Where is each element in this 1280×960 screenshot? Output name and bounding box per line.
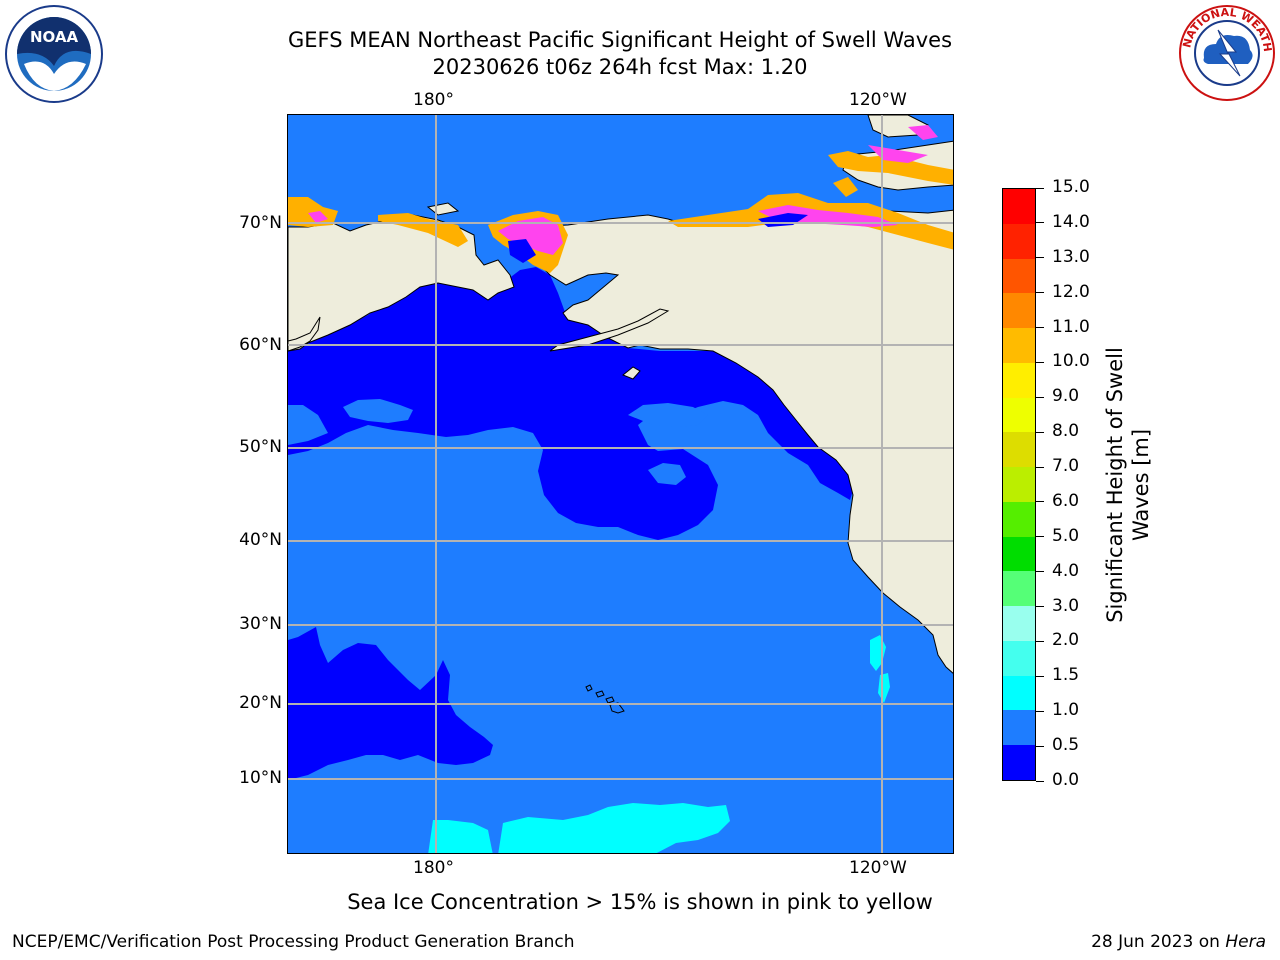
colorbar-tick-label: 7.0 [1052,456,1080,477]
run-date-text: 28 Jun 2023 on [1091,932,1220,952]
colorbar-tick-mark [1036,257,1044,259]
colorbar-tick-label: 0.0 [1052,770,1080,790]
map-svg [288,115,953,853]
lat-label-60n: 60°N [239,335,282,355]
colorbar-segment [1003,397,1035,433]
colorbar-tick-label: 14.0 [1052,211,1090,232]
colorbar-tick-label: 5.0 [1052,525,1080,546]
colorbar-tick-label: 13.0 [1052,246,1090,267]
lat-label-20n: 20°N [239,693,282,713]
lat-label-50n: 50°N [239,437,282,457]
run-host: Hera [1225,932,1266,952]
colorbar-segment [1003,223,1035,259]
lat-label-40n: 40°N [239,530,282,550]
colorbar-segment [1003,571,1035,607]
run-date: 28 Jun 2023 on Hera [1091,932,1266,952]
colorbar-tick-mark [1036,571,1044,573]
colorbar-tick-mark [1036,606,1044,608]
colorbar-label-line1: Significant Height of Swell [1103,347,1127,623]
sea-ice-note: Sea Ice Concentration > 15% is shown in … [347,890,933,914]
colorbar-tick-label: 11.0 [1052,316,1090,337]
colorbar-segment [1003,188,1035,224]
sea-ice-pink [498,217,563,255]
colorbar-segment [1003,258,1035,294]
colorbar-segment [1003,675,1035,711]
colorbar-segment [1003,606,1035,641]
colorbar-segment [1003,328,1035,363]
credit-text: NCEP/EMC/Verification Post Processing Pr… [12,932,575,952]
colorbar-tick-mark [1036,222,1044,224]
colorbar [1002,188,1036,781]
map-panel [287,114,954,854]
colorbar-tick-mark [1036,327,1044,329]
colorbar-tick-label: 2.0 [1052,630,1080,651]
colorbar-tick-label: 3.0 [1052,595,1080,616]
colorbar-tick-mark [1036,710,1044,712]
colorbar-tick-mark [1036,745,1044,747]
colorbar-tick-label: 6.0 [1052,490,1080,511]
lon-label-bottom-180: 180° [413,858,454,878]
colorbar-segment [1003,362,1035,398]
hawaii-islands [585,684,625,714]
noaa-logo-text: NOAA [30,28,79,46]
colorbar-segment [1003,432,1035,468]
colorbar-tick-label: 12.0 [1052,281,1090,302]
colorbar-tick-mark [1036,501,1044,503]
colorbar-tick-mark [1036,640,1044,642]
colorbar-tick-label: 4.0 [1052,560,1080,581]
ocean-low-north [288,267,854,540]
colorbar-segment [1003,745,1035,780]
lat-label-30n: 30°N [239,614,282,634]
gridlines [288,115,953,853]
colorbar-tick-mark [1036,187,1044,189]
colorbar-tick-label: 8.0 [1052,421,1080,442]
colorbar-segment [1003,536,1035,572]
colorbar-tick-mark [1036,536,1044,538]
lon-label-bottom-120w: 120°W [849,858,907,878]
colorbar-segment [1003,710,1035,746]
colorbar-tick-label: 0.5 [1052,735,1080,756]
colorbar-tick-label: 15.0 [1052,177,1090,197]
lon-label-top-120w: 120°W [849,90,907,110]
lon-label-top-180: 180° [413,90,454,110]
colorbar-tick-mark [1036,292,1044,294]
colorbar-segment [1003,640,1035,676]
ocean-high-south [428,820,493,853]
lat-label-70n: 70°N [239,213,282,233]
colorbar-tick-mark [1036,675,1044,677]
colorbar-label-line2: Waves [m] [1129,428,1153,542]
colorbar-segment [1003,501,1035,537]
map-title-line1: GEFS MEAN Northeast Pacific Significant … [287,28,953,52]
colorbar-tick-mark [1036,780,1044,782]
colorbar-tick-label: 10.0 [1052,351,1090,372]
nws-logo: NATIONAL WEATHER SERVICE [1174,0,1276,102]
colorbar-tick-mark [1036,431,1044,433]
colorbar-tick-label: 1.0 [1052,700,1080,721]
lat-label-10n: 10°N [239,768,282,788]
colorbar-tick-mark [1036,396,1044,398]
noaa-logo: NOAA [4,4,104,104]
colorbar-segment [1003,293,1035,329]
colorbar-tick-mark [1036,466,1044,468]
colorbar-segment [1003,467,1035,502]
colorbar-tick-label: 1.5 [1052,665,1080,686]
map-title-line2: 20230626 t06z 264h fcst Max: 1.20 [432,55,808,79]
colorbar-tick-mark [1036,361,1044,363]
colorbar-tick-label: 9.0 [1052,386,1080,407]
